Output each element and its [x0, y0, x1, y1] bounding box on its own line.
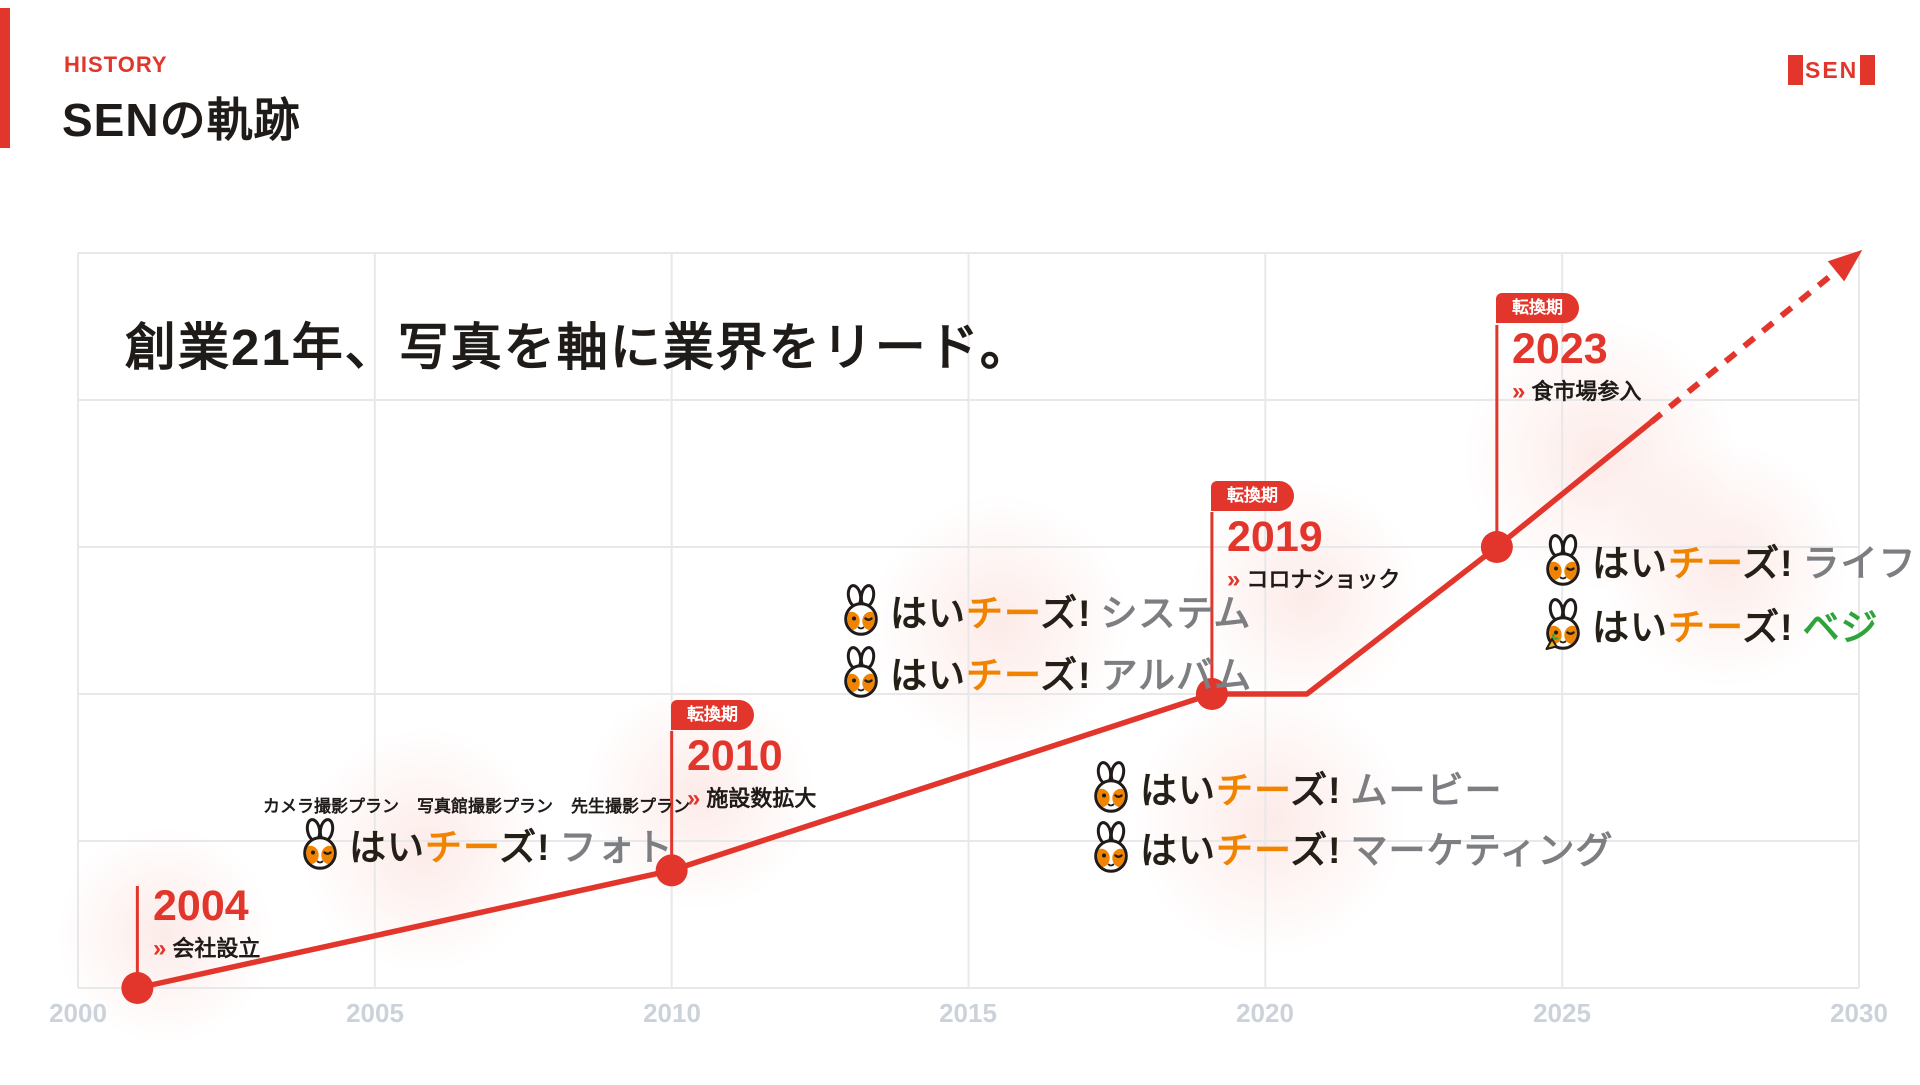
- glow-blob: [540, 635, 860, 955]
- milestone-dot: [1195, 678, 1228, 710]
- milestone-caption: » 施設数拡大: [687, 785, 817, 813]
- rabbit-mascot-icon: [300, 818, 340, 871]
- plan-label: カメラ撮影プラン: [263, 797, 399, 816]
- milestone-year: 2023: [1512, 325, 1608, 373]
- product-haicheese-life: はいチーズ! ライフ: [1543, 533, 1916, 587]
- glow-blob: [820, 445, 1180, 805]
- milestone-2019: 転換期 2019 » コロナショック: [1211, 481, 1400, 594]
- milestone-caption: » コロナショック: [1227, 566, 1401, 594]
- milestone-dot: [655, 854, 688, 887]
- chevron-icon: »: [1227, 566, 1241, 594]
- milestone-2004: 2004 » 会社設立: [137, 880, 260, 963]
- x-tick-2020: 2020: [1236, 998, 1294, 1028]
- chevron-icon: »: [1512, 378, 1526, 406]
- product-haicheese-system: はいチーズ! システム: [841, 583, 1251, 637]
- rabbit-mascot-icon: [1091, 761, 1131, 814]
- turning-point-badge: 転換期: [671, 700, 754, 730]
- logo-text: SEN: [1805, 56, 1859, 83]
- x-tick-2015: 2015: [939, 998, 997, 1028]
- page-title: SENの軌跡: [62, 94, 301, 146]
- x-tick-2005: 2005: [346, 998, 404, 1028]
- glow-blob: [15, 785, 315, 1085]
- product-haicheese-marketing: はいチーズ! マーケティング: [1091, 820, 1614, 874]
- product-suffix: アルバム: [1100, 655, 1253, 696]
- rabbit-mascot-icon: [841, 646, 881, 699]
- glow-blob: [1410, 265, 1790, 645]
- photo-plans: カメラ撮影プラン 写真館撮影プラン 先生撮影プラン: [263, 792, 690, 817]
- milestone-dot: [1480, 531, 1513, 563]
- milestone-2023: 転換期 2023 » 食市場参入: [1496, 293, 1641, 406]
- rabbit-mascot-carrot-icon: [1543, 598, 1583, 651]
- turning-point-badge: 転換期: [1211, 481, 1294, 511]
- section-eyebrow: HISTORY: [64, 52, 168, 77]
- logo-left-block-icon: [1788, 55, 1803, 85]
- plan-label: 写真館撮影プラン: [417, 797, 553, 816]
- plan-label: 先生撮影プラン: [571, 797, 690, 816]
- chevron-icon: »: [153, 935, 167, 963]
- sen-logo: SEN: [1788, 55, 1876, 85]
- left-accent-bar: [0, 8, 10, 148]
- product-haicheese-movie: はいチーズ! ムービー: [1091, 760, 1502, 814]
- arrow-head-icon: [1827, 249, 1863, 282]
- x-tick-2030: 2030: [1830, 998, 1888, 1028]
- product-suffix: ベジ: [1802, 607, 1879, 648]
- product-suffix: フォト: [559, 827, 674, 868]
- turning-point-badge: 転換期: [1496, 293, 1579, 323]
- rabbit-mascot-icon: [1091, 821, 1131, 874]
- product-suffix: ムービー: [1350, 770, 1503, 811]
- x-tick-2000: 2000: [49, 998, 107, 1028]
- milestone-2010: 転換期 2010 » 施設数拡大: [671, 700, 816, 813]
- logo-right-block-icon: [1860, 55, 1876, 85]
- milestone-caption: » 会社設立: [153, 935, 261, 963]
- rabbit-mascot-icon: [841, 584, 881, 637]
- milestone-dot: [121, 972, 154, 1004]
- rabbit-mascot-icon: [1543, 534, 1583, 587]
- milestone-caption: » 食市場参入: [1512, 378, 1642, 406]
- product-suffix: マーケティング: [1350, 830, 1614, 871]
- product-haicheese-album: はいチーズ! アルバム: [841, 645, 1252, 699]
- milestone-year: 2004: [153, 882, 249, 930]
- growth-line: [136, 419, 1653, 991]
- x-tick-2010: 2010: [643, 998, 701, 1028]
- projection-dashed-line: [1649, 255, 1855, 425]
- milestone-year: 2019: [1227, 513, 1323, 561]
- product-suffix: システム: [1100, 593, 1252, 634]
- chevron-icon: »: [687, 785, 701, 813]
- x-tick-2025: 2025: [1533, 998, 1591, 1028]
- product-suffix: ライフ: [1802, 543, 1917, 584]
- milestone-year: 2010: [687, 732, 783, 780]
- product-haicheese-photo: はいチーズ! フォト: [300, 817, 673, 871]
- product-haicheese-veg: はいチーズ! ベジ: [1543, 597, 1878, 651]
- headline: 創業21年、写真を軸に業界をリード。: [125, 319, 1033, 376]
